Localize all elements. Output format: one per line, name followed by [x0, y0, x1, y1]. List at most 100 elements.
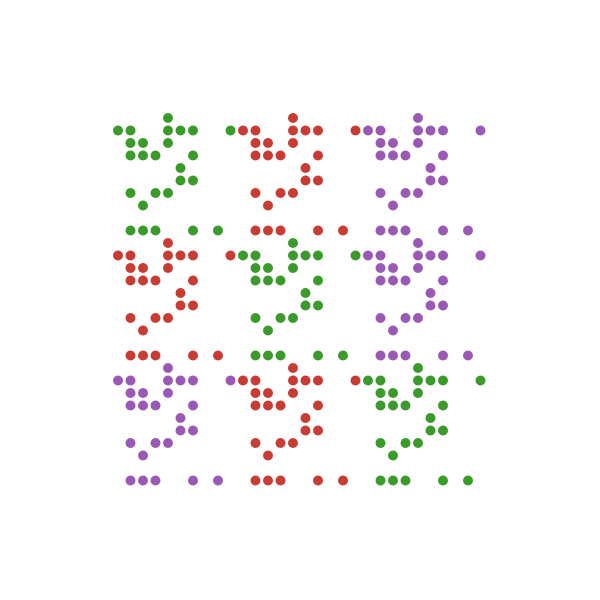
dot — [413, 263, 423, 273]
dot — [438, 275, 448, 286]
dot — [125, 388, 136, 398]
dot — [338, 475, 348, 486]
dot — [425, 375, 436, 386]
dot — [313, 425, 323, 436]
dot — [438, 175, 448, 186]
dot — [150, 475, 161, 486]
dot — [263, 325, 273, 336]
dot — [150, 225, 161, 236]
dot — [313, 250, 323, 261]
dot — [250, 188, 261, 198]
dot — [138, 450, 148, 461]
dot — [275, 438, 286, 448]
dot — [275, 150, 286, 161]
dot — [188, 375, 198, 386]
dot — [163, 188, 173, 198]
dot — [375, 150, 386, 161]
dot — [188, 350, 198, 361]
dot — [288, 113, 298, 123]
dot — [288, 238, 298, 248]
dot — [250, 263, 261, 273]
dot — [188, 175, 198, 186]
dot — [413, 250, 423, 261]
dot — [150, 313, 161, 323]
dot — [375, 388, 386, 398]
dot — [438, 300, 448, 311]
dot — [188, 400, 198, 411]
dot — [150, 400, 161, 411]
dot — [163, 113, 173, 123]
dot — [375, 375, 386, 386]
dot — [425, 175, 436, 186]
dot — [413, 363, 423, 373]
dot — [438, 225, 448, 236]
dot — [463, 350, 473, 361]
dot — [413, 188, 423, 198]
dot — [125, 313, 136, 323]
dot — [125, 250, 136, 261]
dot — [163, 250, 173, 261]
dot — [463, 225, 473, 236]
dot — [363, 125, 373, 136]
dot — [288, 388, 298, 398]
dot — [288, 438, 298, 448]
dot — [300, 163, 311, 173]
dot — [413, 238, 423, 248]
dot — [175, 300, 186, 311]
dot — [125, 375, 136, 386]
dot — [300, 125, 311, 136]
dot — [438, 125, 448, 136]
dot — [213, 350, 223, 361]
dot — [188, 475, 198, 486]
dot — [188, 300, 198, 311]
dot — [438, 375, 448, 386]
dot — [275, 313, 286, 323]
dot — [163, 438, 173, 448]
dot — [363, 250, 373, 261]
dot — [138, 325, 148, 336]
dot — [400, 188, 411, 198]
dot — [425, 425, 436, 436]
dot — [438, 400, 448, 411]
dot — [375, 188, 386, 198]
dot — [113, 375, 123, 386]
dot — [400, 438, 411, 448]
dot — [300, 300, 311, 311]
dot — [125, 188, 136, 198]
dot — [263, 225, 273, 236]
dot — [125, 138, 136, 148]
dot — [263, 475, 273, 486]
dot — [138, 263, 148, 273]
dot — [375, 438, 386, 448]
dot — [263, 275, 273, 286]
dot — [138, 350, 148, 361]
dot — [313, 150, 323, 161]
dot — [425, 125, 436, 136]
dot — [138, 388, 148, 398]
dot — [138, 150, 148, 161]
dot — [438, 150, 448, 161]
dot — [275, 475, 286, 486]
dot — [138, 138, 148, 148]
dot — [250, 375, 261, 386]
dot — [400, 225, 411, 236]
dot — [300, 413, 311, 423]
dot — [413, 388, 423, 398]
dot — [125, 438, 136, 448]
dot — [425, 300, 436, 311]
dot — [250, 150, 261, 161]
dot — [150, 350, 161, 361]
dot — [288, 125, 298, 136]
dot — [463, 475, 473, 486]
dot — [125, 350, 136, 361]
dot — [263, 400, 273, 411]
dot — [313, 375, 323, 386]
dot — [138, 475, 148, 486]
dot — [125, 225, 136, 236]
dot — [375, 250, 386, 261]
dot — [188, 125, 198, 136]
dot — [150, 275, 161, 286]
dot — [425, 288, 436, 298]
dot — [175, 288, 186, 298]
